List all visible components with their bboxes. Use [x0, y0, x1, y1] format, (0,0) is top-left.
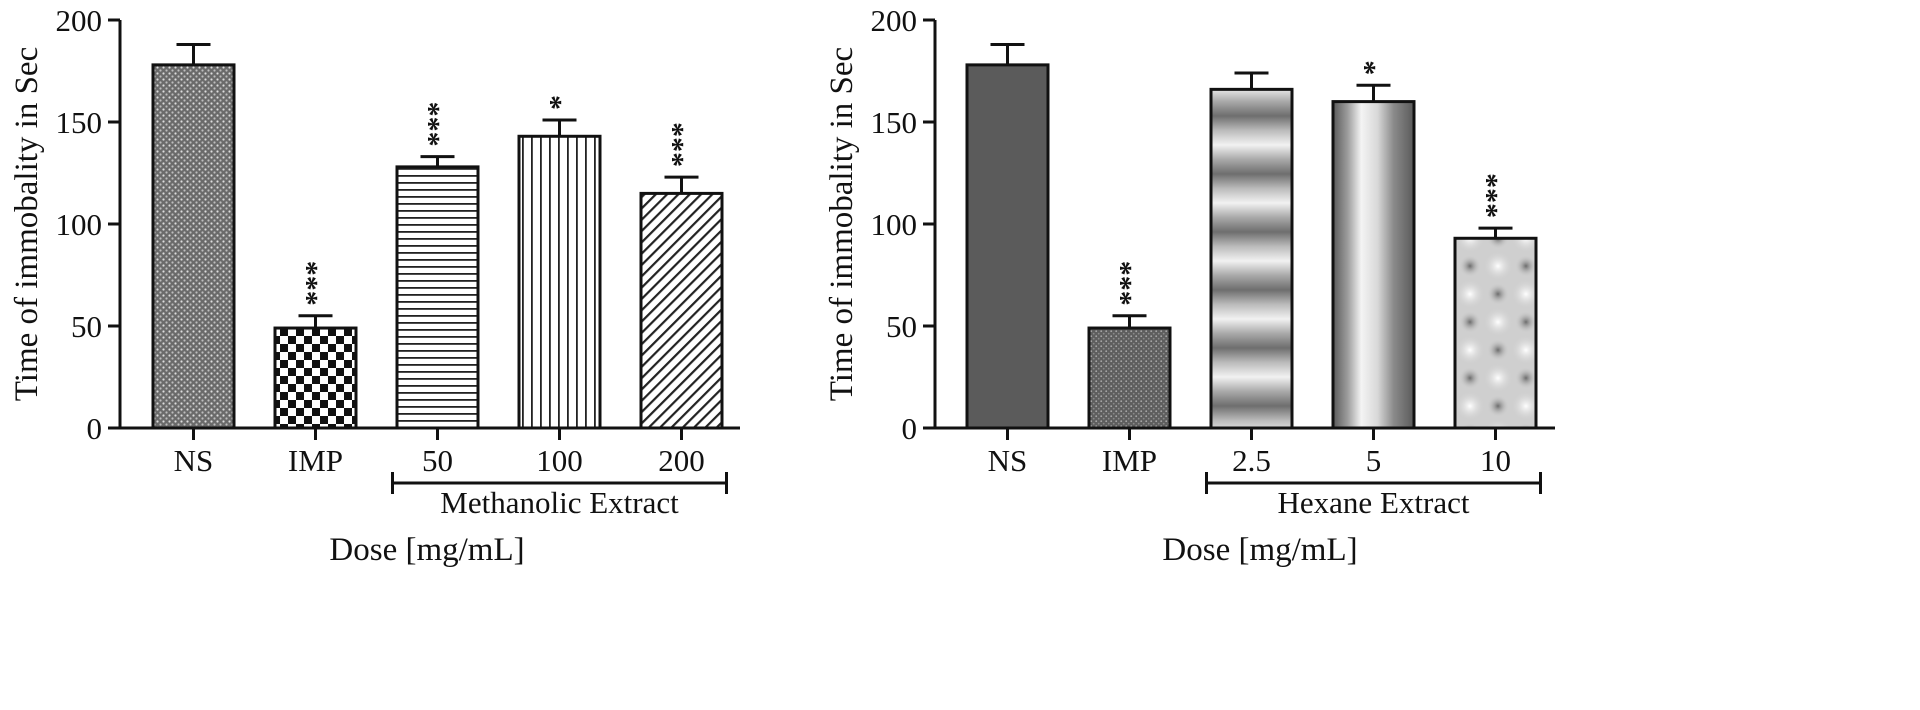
bar-IMP — [273, 326, 358, 430]
chart-panel-2: 0 50 100 150 200 Time of immobality in Sec NS I… — [824, 3, 1555, 568]
x-tick-label: 5 — [1366, 443, 1382, 478]
significance-label: *** — [422, 102, 455, 147]
bar-5 — [1331, 100, 1416, 430]
y-tick-label: 100 — [56, 207, 103, 242]
bar-2.5 — [1209, 87, 1294, 430]
y-tick-label: 100 — [871, 207, 918, 242]
bar-50 — [395, 165, 480, 430]
significance-label: *** — [666, 122, 699, 167]
bar-200 — [639, 191, 724, 430]
significance-label: *** — [1114, 261, 1147, 306]
x-tick-label: IMP — [1102, 443, 1157, 478]
y-tick-label: 0 — [87, 411, 103, 446]
y-tick-label: 0 — [902, 411, 918, 446]
x-tick-label: 50 — [422, 443, 453, 478]
bar-NS — [151, 63, 236, 430]
y-tick-label: 50 — [886, 309, 917, 344]
significance-label: * — [1358, 60, 1391, 75]
x-tick-label: 100 — [536, 443, 583, 478]
bar-NS — [965, 63, 1050, 430]
significance-label: *** — [1480, 173, 1513, 218]
y-axis-title: Time of immobality in Sec — [9, 47, 45, 401]
x-axis-title: Dose [mg/mL] — [1162, 532, 1357, 568]
x-tick-label: 2.5 — [1232, 443, 1271, 478]
y-tick-label: 50 — [71, 309, 102, 344]
y-tick-label: 200 — [56, 3, 103, 38]
x-tick-label: 10 — [1480, 443, 1511, 478]
y-tick-label: 200 — [871, 3, 918, 38]
x-tick-label: NS — [988, 443, 1028, 478]
chart-panel-1: 0 50 100 150 200 Time of immobality in Sec NS I… — [9, 3, 740, 568]
y-tick-label: 150 — [871, 105, 918, 140]
group-bracket-label: Methanolic Extract — [440, 485, 679, 520]
bar-IMP — [1087, 326, 1172, 430]
significance-label: *** — [300, 261, 333, 306]
significance-label: * — [544, 95, 577, 110]
group-bracket-label: Hexane Extract — [1278, 485, 1470, 520]
x-tick-label: IMP — [288, 443, 343, 478]
bar-100 — [517, 134, 602, 430]
x-tick-label: NS — [174, 443, 214, 478]
y-tick-label: 150 — [56, 105, 103, 140]
y-axis-title: Time of immobality in Sec — [824, 47, 860, 401]
x-axis-title: Dose [mg/mL] — [329, 532, 524, 568]
x-tick-label: 200 — [658, 443, 705, 478]
bar-10 — [1453, 236, 1538, 430]
